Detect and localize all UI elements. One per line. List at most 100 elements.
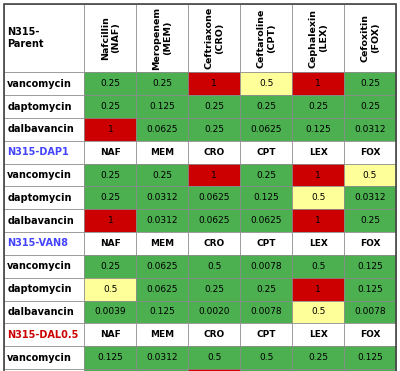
Text: 0.25: 0.25 xyxy=(256,285,276,293)
Text: 0.25: 0.25 xyxy=(100,262,120,271)
Text: daptomycin: daptomycin xyxy=(7,102,72,112)
Bar xyxy=(4,278,84,301)
Bar xyxy=(344,255,396,278)
Text: 0.5: 0.5 xyxy=(259,353,273,362)
Bar xyxy=(136,95,188,118)
Text: Cephalexin
(LEX): Cephalexin (LEX) xyxy=(308,9,328,68)
Bar xyxy=(188,141,240,164)
Text: 0.0078: 0.0078 xyxy=(354,308,386,316)
Text: 0.0625: 0.0625 xyxy=(146,262,178,271)
Bar xyxy=(136,324,188,346)
Text: 0.0625: 0.0625 xyxy=(250,125,282,134)
Text: 0.25: 0.25 xyxy=(308,353,328,362)
Text: CPT: CPT xyxy=(256,239,276,248)
Bar xyxy=(344,346,396,369)
Text: MEM: MEM xyxy=(150,330,174,339)
Bar xyxy=(188,232,240,255)
Text: 0.0625: 0.0625 xyxy=(198,193,230,202)
Bar xyxy=(84,95,136,118)
Bar xyxy=(344,141,396,164)
Bar xyxy=(84,187,136,209)
Text: N315-VAN8: N315-VAN8 xyxy=(7,239,68,249)
Bar xyxy=(84,346,136,369)
Text: 0.25: 0.25 xyxy=(204,125,224,134)
Text: CRO: CRO xyxy=(204,239,225,248)
Text: 0.125: 0.125 xyxy=(149,102,175,111)
Bar xyxy=(136,255,188,278)
Text: 0.0039: 0.0039 xyxy=(94,308,126,316)
Bar xyxy=(240,164,292,186)
Text: 0.25: 0.25 xyxy=(100,102,120,111)
Bar xyxy=(344,118,396,141)
Bar xyxy=(4,141,84,164)
Bar xyxy=(240,255,292,278)
Text: 0.0020: 0.0020 xyxy=(198,308,230,316)
Text: 0.25: 0.25 xyxy=(204,285,224,293)
Bar xyxy=(188,301,240,324)
Bar xyxy=(188,72,240,95)
Bar xyxy=(188,118,240,141)
Bar xyxy=(240,278,292,301)
Text: Meropenem
(MEM): Meropenem (MEM) xyxy=(152,6,172,70)
Text: 0.25: 0.25 xyxy=(152,79,172,88)
Bar xyxy=(344,4,396,72)
Bar xyxy=(84,232,136,255)
Bar xyxy=(292,255,344,278)
Text: 0.0625: 0.0625 xyxy=(198,216,230,225)
Text: 0.125: 0.125 xyxy=(98,353,123,362)
Text: 0.25: 0.25 xyxy=(256,171,276,180)
Text: daptomycin: daptomycin xyxy=(7,193,72,203)
Bar xyxy=(344,187,396,209)
Text: 0.25: 0.25 xyxy=(100,171,120,180)
Text: vancomycin: vancomycin xyxy=(7,352,72,362)
Bar xyxy=(84,164,136,186)
Text: NAF: NAF xyxy=(100,239,121,248)
Bar xyxy=(136,346,188,369)
Bar xyxy=(188,4,240,72)
Bar xyxy=(240,209,292,232)
Text: 0.0078: 0.0078 xyxy=(250,308,282,316)
Text: FOX: FOX xyxy=(360,239,380,248)
Bar xyxy=(188,209,240,232)
Text: LEX: LEX xyxy=(309,148,328,157)
Bar xyxy=(136,278,188,301)
Bar xyxy=(4,232,84,255)
Bar xyxy=(292,118,344,141)
Bar xyxy=(84,301,136,324)
Text: Ceftaroline
(CPT): Ceftaroline (CPT) xyxy=(256,8,276,68)
Text: CRO: CRO xyxy=(204,148,225,157)
Text: 1: 1 xyxy=(315,79,321,88)
Bar xyxy=(240,118,292,141)
Text: NAF: NAF xyxy=(100,148,121,157)
Text: CPT: CPT xyxy=(256,330,276,339)
Bar xyxy=(344,232,396,255)
Text: 0.125: 0.125 xyxy=(253,193,279,202)
Bar xyxy=(136,301,188,324)
Text: CPT: CPT xyxy=(256,148,276,157)
Bar xyxy=(136,141,188,164)
Text: 0.125: 0.125 xyxy=(357,353,383,362)
Bar xyxy=(4,4,84,72)
Text: 0.0312: 0.0312 xyxy=(146,216,178,225)
Bar xyxy=(188,346,240,369)
Bar xyxy=(292,72,344,95)
Bar xyxy=(4,118,84,141)
Text: FOX: FOX xyxy=(360,148,380,157)
Text: 0.25: 0.25 xyxy=(360,216,380,225)
Bar xyxy=(344,72,396,95)
Text: CRO: CRO xyxy=(204,330,225,339)
Bar xyxy=(84,278,136,301)
Bar xyxy=(4,72,84,95)
Bar xyxy=(344,95,396,118)
Bar xyxy=(292,232,344,255)
Bar xyxy=(240,4,292,72)
Text: 0.0312: 0.0312 xyxy=(146,193,178,202)
Bar xyxy=(292,369,344,371)
Text: 0.0625: 0.0625 xyxy=(250,216,282,225)
Text: vancomycin: vancomycin xyxy=(7,79,72,89)
Bar xyxy=(344,301,396,324)
Text: 0.5: 0.5 xyxy=(259,79,273,88)
Bar xyxy=(188,369,240,371)
Bar xyxy=(344,164,396,186)
Bar xyxy=(188,255,240,278)
